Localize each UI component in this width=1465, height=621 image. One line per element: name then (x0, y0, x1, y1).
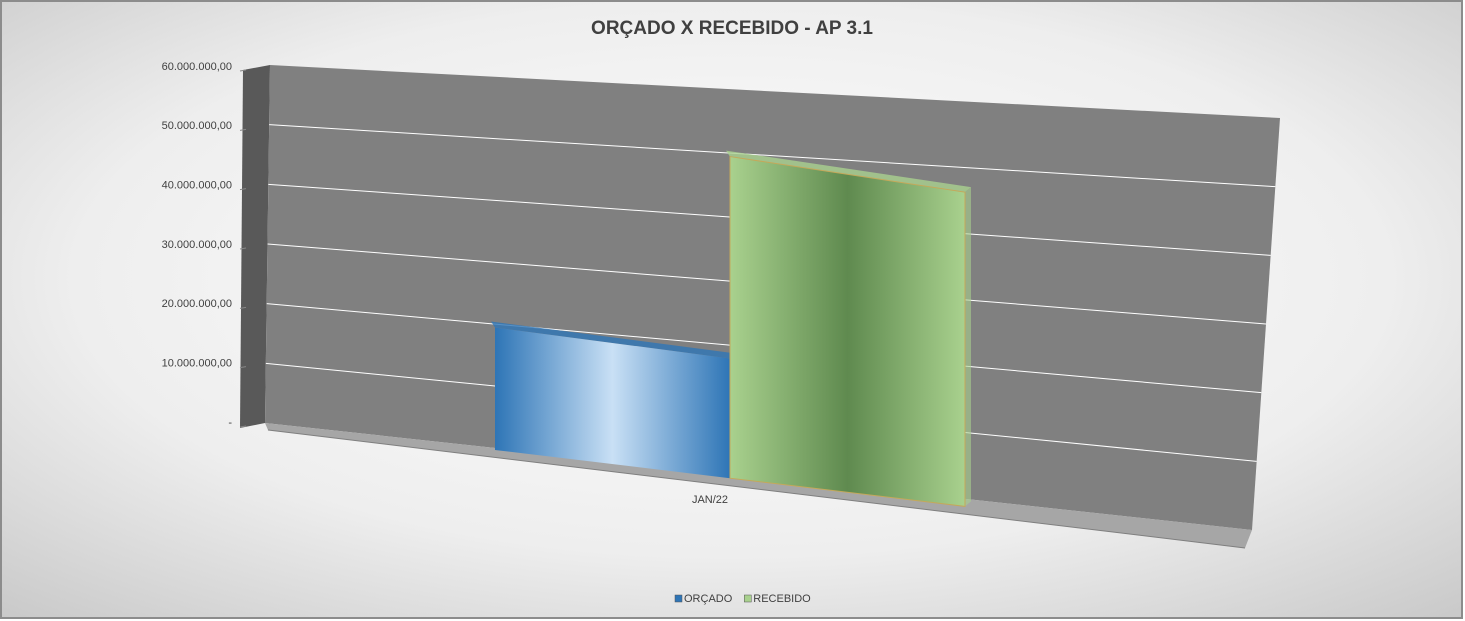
bar-top (726, 150, 971, 193)
bar-top (491, 321, 736, 359)
x-tick-label: JAN/22 (692, 494, 728, 506)
tick-mark (239, 306, 247, 309)
chart-title: ORÇADO X RECEBIDO - AP 3.1 (591, 18, 873, 39)
tick-mark (239, 128, 247, 131)
bar (495, 327, 730, 479)
x-axis (267, 429, 1246, 549)
y-tick-label: 10.000.000,00 (162, 358, 232, 370)
bar (729, 155, 966, 507)
tick-mark (239, 188, 247, 191)
tick-mark (239, 425, 247, 428)
floor (265, 423, 1252, 548)
legend-swatch (744, 594, 752, 603)
legend-swatch (674, 594, 683, 603)
y-tick-label: 50.000.000,00 (162, 120, 232, 132)
y-tick-label: - (228, 417, 232, 429)
bar-side (965, 187, 971, 507)
legend-label: ORÇADO (684, 593, 733, 605)
tick-mark (239, 366, 247, 369)
y-tick-label: 40.000.000,00 (162, 180, 232, 192)
tick-mark (239, 247, 247, 250)
y-tick-label: 20.000.000,00 (162, 298, 232, 310)
tick-mark (239, 69, 247, 72)
y-tick-label: 30.000.000,00 (162, 239, 232, 251)
grid-line (269, 124, 1276, 188)
y-tick-label: 60.000.000,00 (162, 61, 232, 73)
side-wall (240, 65, 270, 428)
legend-label: RECEBIDO (753, 593, 811, 605)
